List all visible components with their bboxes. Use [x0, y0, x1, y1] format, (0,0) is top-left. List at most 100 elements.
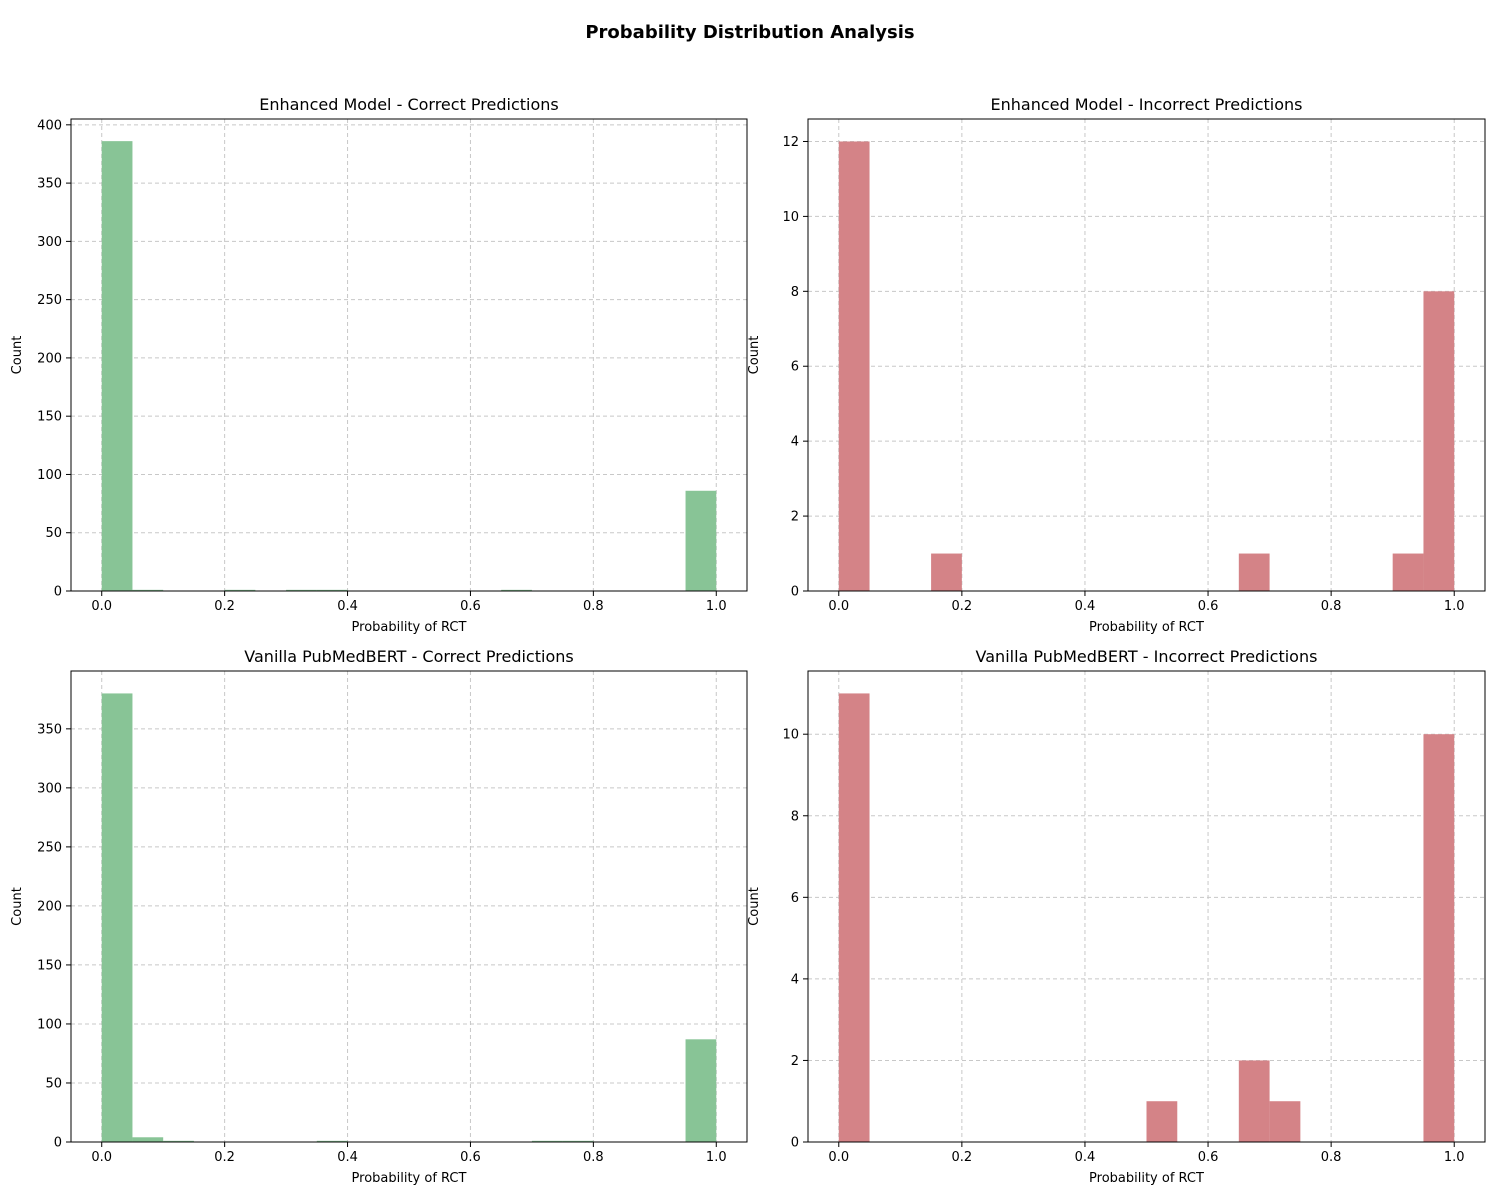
y-tick-label: 400: [37, 118, 62, 133]
x-tick-label: 0.6: [460, 1150, 481, 1165]
x-tick-label: 0.4: [1075, 599, 1096, 614]
x-tick-label: 0.0: [828, 1150, 849, 1165]
histogram-bar: [132, 1137, 164, 1142]
histogram-bar: [1269, 1101, 1301, 1142]
panel-title: Vanilla PubMedBERT - Incorrect Predictio…: [976, 647, 1318, 666]
histogram-bar: [1238, 1060, 1270, 1142]
histogram-bar: [132, 589, 164, 591]
y-tick-label: 350: [37, 722, 62, 737]
y-tick-label: 350: [37, 177, 62, 192]
y-tick-label: 12: [782, 135, 799, 150]
histogram-bar: [101, 141, 133, 592]
histogram-bar: [163, 1140, 194, 1142]
y-tick-label: 4: [791, 972, 799, 987]
y-tick-label: 0: [54, 1136, 62, 1151]
axes-frame: [807, 670, 1486, 1143]
y-tick-label: 250: [37, 840, 62, 855]
x-tick-label: 0.8: [583, 1150, 604, 1165]
x-tick-label: 0.0: [828, 599, 849, 614]
x-tick-label: 1.0: [706, 1150, 727, 1165]
y-tick-label: 300: [37, 235, 62, 250]
y-tick-label: 300: [37, 781, 62, 796]
histogram-bar: [685, 1039, 717, 1142]
y-tick-label: 10: [782, 728, 799, 743]
y-tick-label: 100: [37, 1017, 62, 1032]
x-axis-label: Probability of RCT: [1089, 620, 1204, 635]
histogram-bar: [286, 589, 317, 591]
x-tick-label: 0.6: [1198, 599, 1219, 614]
axes-frame: [70, 118, 748, 592]
panel-title: Enhanced Model - Correct Predictions: [259, 95, 559, 114]
x-tick-label: 0.8: [1321, 1150, 1342, 1165]
y-tick-label: 8: [791, 809, 799, 824]
y-axis-label: Count: [747, 887, 762, 926]
panel-enhanced-incorrect: 0.0 0.2 0.4 0.6 0.8 1.0 0 2 4 6 8 10 12 Enhanced Mode…: [747, 95, 1486, 635]
y-tick-label: 4: [791, 435, 799, 450]
axes-frame: [807, 118, 1486, 592]
x-axis-label: Probability of RCT: [1089, 1171, 1204, 1186]
y-axis-label: Count: [747, 336, 762, 375]
axes-frame: [70, 670, 748, 1143]
y-tick-label: 2: [791, 510, 799, 525]
y-tick-label: 50: [45, 526, 62, 541]
x-tick-label: 1.0: [1444, 1150, 1465, 1165]
histogram-bar: [562, 1140, 594, 1142]
y-axis-label: Count: [10, 887, 25, 926]
x-tick-label: 0.2: [952, 599, 973, 614]
x-tick-label: 0.8: [1321, 599, 1342, 614]
x-tick-label: 0.8: [583, 599, 604, 614]
histogram-bar: [531, 1140, 563, 1142]
y-tick-label: 250: [37, 293, 62, 308]
y-tick-label: 0: [791, 585, 799, 600]
histogram-bar: [838, 693, 870, 1142]
x-tick-label: 0.6: [1198, 1150, 1219, 1165]
y-tick-label: 100: [37, 468, 62, 483]
panel-vanilla-correct: 0.0 0.2 0.4 0.6 0.8 1.0 0 50 100 150 200 250 300 350 V…: [10, 647, 748, 1186]
histogram-bar: [1238, 553, 1270, 591]
x-tick-label: 0.0: [91, 599, 112, 614]
histogram-bar: [931, 553, 962, 591]
x-tick-label: 0.4: [1075, 1150, 1096, 1165]
histogram-bar: [1146, 1101, 1178, 1142]
histogram-bar: [316, 589, 348, 591]
panel-title: Enhanced Model - Incorrect Predictions: [991, 95, 1303, 114]
x-tick-label: 0.0: [91, 1150, 112, 1165]
histogram-bar: [316, 1140, 348, 1142]
x-tick-label: 1.0: [706, 599, 727, 614]
histogram-bar: [1423, 734, 1455, 1142]
panel-enhanced-correct: 0.0 0.2 0.4 0.6 0.8 1.0 0 50 100 150 200 250 300 350 4…: [10, 95, 748, 635]
histogram-bar: [685, 490, 717, 591]
y-tick-label: 150: [37, 410, 62, 425]
y-tick-label: 50: [45, 1076, 62, 1091]
y-tick-label: 6: [791, 360, 799, 375]
y-tick-label: 0: [54, 585, 62, 600]
x-tick-label: 0.6: [460, 599, 481, 614]
x-tick-label: 0.2: [214, 1150, 235, 1165]
y-tick-label: 10: [782, 210, 799, 225]
histogram-bar: [501, 589, 532, 591]
x-tick-label: 0.4: [337, 599, 358, 614]
y-tick-label: 150: [37, 958, 62, 973]
histogram-bar: [838, 141, 870, 591]
y-tick-label: 200: [37, 351, 62, 366]
histogram-bar: [101, 693, 133, 1142]
y-axis-label: Count: [10, 336, 25, 375]
histogram-bar: [1423, 291, 1455, 591]
x-axis-label: Probability of RCT: [352, 620, 467, 635]
panel-vanilla-incorrect: 0.0 0.2 0.4 0.6 0.8 1.0 0 2 4 6 8 10 Vanilla PubMedB…: [747, 647, 1486, 1186]
x-axis-label: Probability of RCT: [352, 1171, 467, 1186]
x-tick-label: 0.4: [337, 1150, 358, 1165]
histogram-bar: [224, 589, 256, 591]
panel-title: Vanilla PubMedBERT - Correct Predictions: [244, 647, 573, 666]
y-tick-label: 6: [791, 891, 799, 906]
y-tick-label: 0: [791, 1136, 799, 1151]
histogram-bar: [1392, 553, 1424, 591]
x-tick-label: 0.2: [214, 599, 235, 614]
x-tick-label: 1.0: [1444, 599, 1465, 614]
x-tick-label: 0.2: [952, 1150, 973, 1165]
figure-title: Probability Distribution Analysis: [585, 22, 914, 43]
y-tick-label: 200: [37, 899, 62, 914]
y-tick-label: 2: [791, 1054, 799, 1069]
y-tick-label: 8: [791, 285, 799, 300]
